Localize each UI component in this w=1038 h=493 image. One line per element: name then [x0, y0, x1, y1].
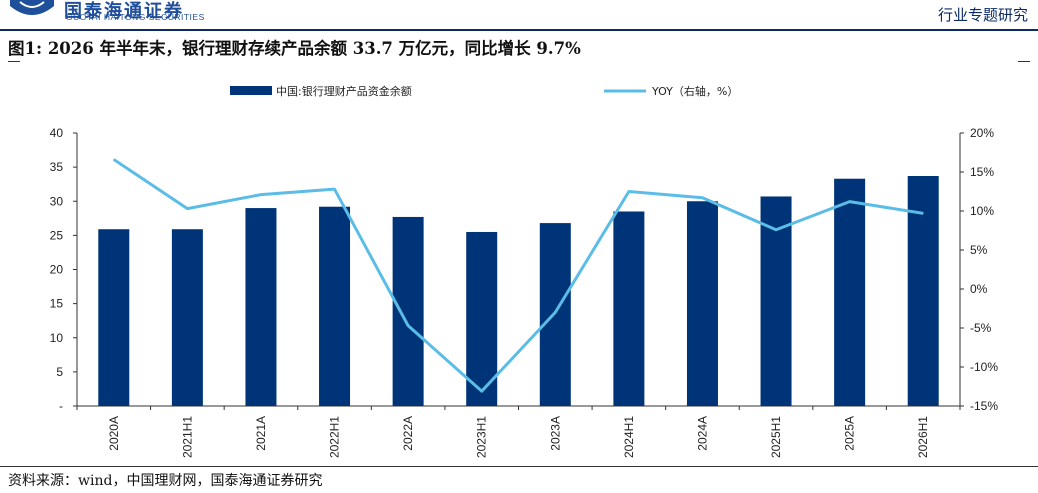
- legend-bar-label: 中国:银行理财产品资金余额: [276, 84, 412, 98]
- yoy-point-2020A: [113, 159, 115, 161]
- x-axis-tick-label: 2025A: [843, 416, 857, 451]
- x-axis-tick-label: 2023H1: [475, 416, 489, 458]
- figure-title: 图1: 2026 年半年末，银行理财存续产品余额 33.7 万亿元，同比增长 9…: [8, 39, 581, 58]
- bar-2022A: [392, 216, 424, 406]
- title-underline-right: [1018, 61, 1030, 62]
- right-axis-tick-label: -15%: [970, 399, 998, 413]
- bar-2024H1: [613, 211, 645, 406]
- logo-chinese-name: 国泰海通证券: [64, 1, 184, 22]
- x-axis-tick-label: 2021A: [254, 416, 268, 451]
- left-axis-tick-label: 5: [56, 365, 63, 379]
- header-divider: [0, 29, 1038, 31]
- yoy-point-2025H1: [775, 229, 777, 231]
- title-underline-left: [8, 61, 20, 62]
- logo-emblem-icon: [10, 0, 54, 15]
- bar-2025H1: [760, 196, 792, 406]
- right-axis-tick-label: -5%: [970, 321, 992, 335]
- left-axis-tick-label: 30: [50, 194, 64, 208]
- x-axis-tick-label: 2023A: [548, 416, 562, 451]
- yoy-point-2025A: [849, 201, 851, 203]
- footer-divider: [0, 466, 1038, 467]
- company-logo: 国泰海通证券 GUOTAI HAITONG SECURITIES: [6, 0, 226, 24]
- yoy-line: [112, 158, 924, 393]
- left-axis-tick-label: 20: [50, 263, 64, 277]
- bar-2020A: [98, 229, 130, 406]
- yoy-point-2026H1: [922, 212, 924, 214]
- yoy-point-2021H1: [186, 208, 188, 210]
- right-axis-tick-label: 5%: [970, 243, 988, 257]
- right-axis-tick-label: -10%: [970, 360, 998, 374]
- bar-2024A: [686, 201, 718, 406]
- x-axis-tick-label: 2026H1: [916, 416, 930, 458]
- left-axis-tick-label: 15: [50, 297, 64, 311]
- right-axis-tick-label: 20%: [970, 126, 994, 140]
- bar-2021A: [245, 208, 277, 406]
- left-axis-tick-label: 10: [50, 331, 64, 345]
- yoy-point-2023H1: [481, 390, 483, 392]
- right-axis-tick-label: 0%: [970, 282, 988, 296]
- right-axis-tick-label: 15%: [970, 165, 994, 179]
- left-axis-tick-label: 35: [50, 160, 64, 174]
- left-axis-tick-label: 25: [50, 228, 64, 242]
- x-axis-tick-label: 2022A: [401, 416, 415, 451]
- right-axis-tick-label: 10%: [970, 204, 994, 218]
- x-axis-tick-label: 2022H1: [328, 416, 342, 458]
- yoy-point-2024H1: [628, 191, 630, 192]
- legend-line-label: YOY（右轴，%）: [651, 84, 738, 98]
- report-header: 国泰海通证券 GUOTAI HAITONG SECURITIES 行业专题研究: [0, 0, 1038, 30]
- report-category: 行业专题研究: [937, 6, 1028, 24]
- x-axis-tick-label: 2024A: [695, 416, 709, 451]
- x-axis-tick-label: 2024H1: [622, 416, 636, 458]
- bar-2022H1: [319, 206, 351, 406]
- yoy-point-2023A: [554, 311, 556, 313]
- logo-english-name: GUOTAI HAITONG SECURITIES: [66, 12, 205, 22]
- bar-2023H1: [466, 231, 498, 406]
- yoy-point-2021A: [260, 194, 262, 196]
- x-axis-tick-label: 2021H1: [180, 416, 194, 458]
- bar-2026H1: [907, 175, 939, 406]
- left-axis-tick-label: 40: [50, 126, 64, 140]
- bar-2021H1: [171, 229, 203, 406]
- yoy-point-2022H1: [334, 188, 336, 190]
- left-axis-tick-label: -: [59, 399, 63, 413]
- yoy-point-2024A: [701, 197, 703, 199]
- x-axis-tick-label: 2020A: [107, 416, 121, 451]
- legend-bar-swatch: [230, 86, 272, 95]
- yoy-point-2022A: [407, 325, 409, 327]
- bar-2025A: [834, 178, 866, 406]
- source-note: 资料来源：wind，中国理财网，国泰海通证券研究: [8, 473, 323, 489]
- x-axis-tick-label: 2025H1: [769, 416, 783, 458]
